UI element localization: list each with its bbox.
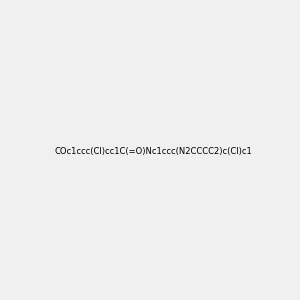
Text: COc1ccc(Cl)cc1C(=O)Nc1ccc(N2CCCC2)c(Cl)c1: COc1ccc(Cl)cc1C(=O)Nc1ccc(N2CCCC2)c(Cl)c…	[55, 147, 253, 156]
